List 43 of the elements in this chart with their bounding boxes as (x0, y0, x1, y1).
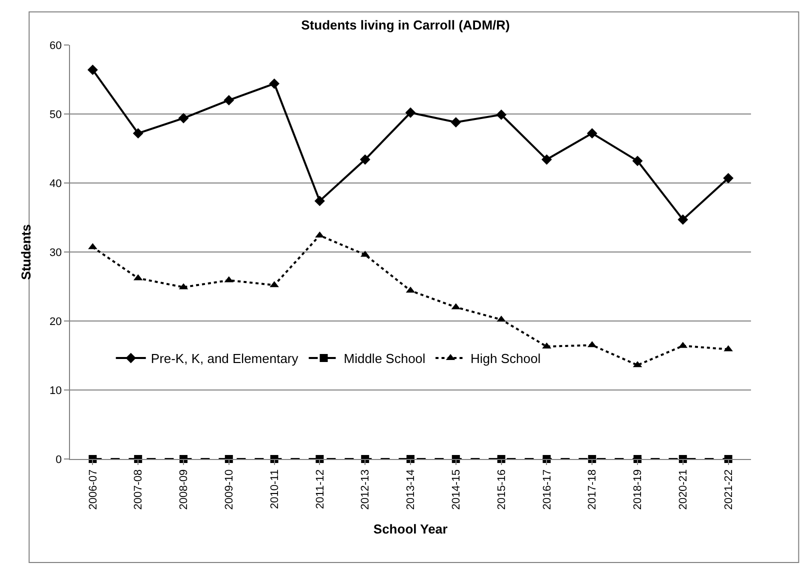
point (314, 196, 325, 206)
point (132, 128, 144, 139)
x-tick-label: 2015-16 (496, 469, 508, 510)
point (360, 154, 370, 165)
x-tick-label: 2021-22 (722, 469, 735, 510)
x-tick-label: 2017-18 (586, 469, 599, 510)
x-tick-label: 2006-07 (87, 469, 100, 510)
point (224, 95, 234, 106)
x-tick-label: 2020-21 (677, 469, 690, 510)
point (496, 109, 506, 120)
x-tick-label: 2011-12 (314, 469, 326, 509)
point (723, 172, 734, 184)
x-axis-title: School Year (373, 521, 448, 536)
y-tick-label: 10 (50, 384, 62, 397)
point (178, 112, 189, 124)
chart-title: Students living in Carroll (ADM/R) (301, 17, 510, 32)
y-tick-label: 30 (50, 246, 62, 259)
y-axis-title: Students (18, 224, 34, 280)
x-tick-label: 2018-19 (632, 469, 644, 510)
x-tick-label: 2013-14 (405, 469, 418, 510)
x-tick-label: 2008-09 (178, 469, 190, 510)
point (405, 107, 416, 118)
legend-label: Middle School (344, 351, 426, 366)
point (678, 214, 688, 225)
x-tick-label: 2010-11 (268, 469, 281, 509)
y-tick-label: 40 (50, 178, 62, 190)
point (269, 78, 280, 89)
y-tick-label: 50 (50, 108, 62, 121)
x-tick-label: 2014-15 (450, 469, 462, 510)
x-tick-label: 2009-10 (223, 469, 236, 510)
y-tick-label: 60 (50, 40, 62, 52)
y-tick-label: 0 (56, 454, 62, 466)
point (586, 128, 598, 139)
x-tick-label: 2012-13 (360, 469, 372, 510)
point (450, 117, 462, 128)
x-tick-label: 2007-08 (132, 469, 145, 510)
point (88, 64, 98, 76)
point (632, 156, 643, 166)
legend-label: Pre-K, K, and Elementary (150, 351, 299, 366)
point (542, 154, 552, 165)
x-tick-label: 2016-17 (541, 469, 554, 510)
y-tick-label: 20 (50, 316, 62, 328)
legend-label: High School (470, 351, 541, 366)
